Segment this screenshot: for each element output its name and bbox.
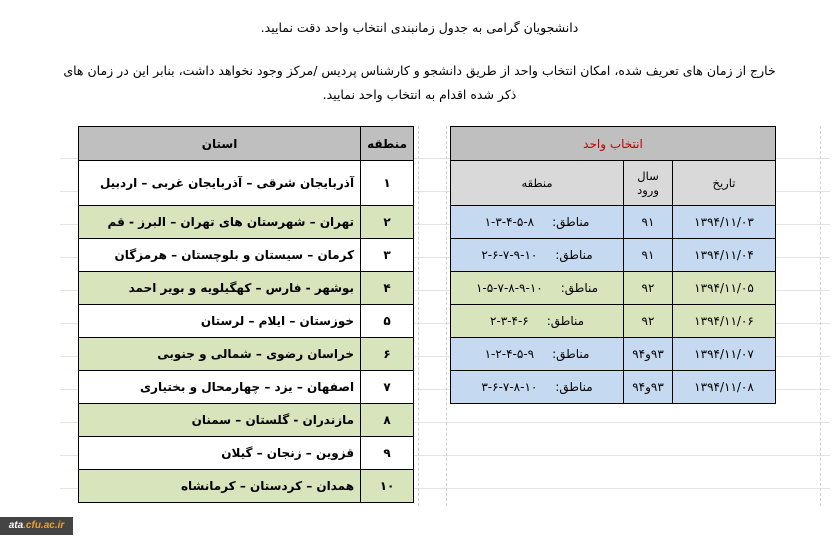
header-row: منطقه استان: [77, 126, 414, 161]
table-row: ۱ آذربایجان شرقی – آذربایجان غربی – اردبی…: [77, 160, 414, 206]
province-list: آذربایجان شرقی – آذربایجان غربی – اردبیل: [77, 160, 362, 206]
regions-cell: مناطق: ۱-۵-۷-۸-۹-۱۰: [450, 271, 624, 305]
province-list: اصفهان – یزد – چهارمحال و بختیاری: [77, 370, 362, 404]
regions-value: ۳-۶-۷-۸-۱۰: [481, 380, 538, 394]
regions-cell: مناطق: ۲-۶-۷-۹-۱۰: [450, 238, 624, 272]
table-row: ۶ خراسان رضوی – شمالی و جنوبی: [77, 337, 414, 371]
entry-year-cell: ۹۳و۹۴: [623, 370, 673, 404]
entry-year-cell: ۹۱: [623, 205, 673, 239]
gridline: [418, 126, 419, 506]
regions-label: مناطق:: [555, 248, 593, 262]
region-number: ۱۰: [360, 469, 414, 503]
header-entry-year-1: سال: [637, 169, 659, 183]
province-list: خراسان رضوی – شمالی و جنوبی: [77, 337, 362, 371]
regions-cell: مناطق: ۱-۳-۴-۵-۸: [450, 205, 624, 239]
regions-label: مناطق:: [546, 314, 585, 328]
intro-line-1: دانشجویان گرامی به جدول زمانبندی انتخاب …: [260, 20, 579, 35]
table-row: ۱۳۹۴/۱۱/۰۷ ۹۳و۹۴ مناطق: ۱-۲-۴-۵-۹: [450, 337, 776, 371]
schedule-title: انتخاب واحد: [450, 126, 776, 161]
table-row: ۷ اصفهان – یزد – چهارمحال و بختیاری: [77, 370, 414, 404]
gridline: [820, 126, 821, 506]
date-cell: ۱۳۹۴/۱۱/۰۶: [672, 304, 776, 338]
table-row: ۱۳۹۴/۱۱/۰۸ ۹۳و۹۴ مناطق: ۳-۶-۷-۸-۱۰: [450, 370, 776, 404]
region-number: ۶: [360, 337, 414, 371]
province-list: بوشهر - فارس – کهگیلویه و بویر احمد: [77, 271, 362, 305]
regions-label: مناطق:: [555, 380, 593, 394]
logo-domain: .cfu.ac.ir: [23, 520, 65, 531]
regions-table: منطقه استان ۱ آذربایجان شرقی – آذربایجان …: [77, 126, 414, 503]
regions-value: ۲-۳-۴-۶: [489, 314, 529, 328]
province-list: همدان – کردستان – کرمانشاه: [77, 469, 362, 503]
regions-label: مناطق:: [552, 347, 590, 361]
entry-year-cell: ۹۱: [623, 238, 673, 272]
date-cell: ۱۳۹۴/۱۱/۰۷: [672, 337, 776, 371]
region-number: ۱: [360, 160, 414, 206]
region-number: ۵: [360, 304, 414, 338]
region-number: ۳: [360, 238, 414, 272]
table-row: ۱۳۹۴/۱۱/۰۳ ۹۱ مناطق: ۱-۳-۴-۵-۸: [450, 205, 776, 239]
table-row: ۲ تهران – شهرستان های تهران – البرز - قم: [77, 205, 414, 239]
regions-value: ۱-۳-۴-۵-۸: [484, 215, 535, 229]
entry-year-cell: ۹۲: [623, 304, 673, 338]
province-list: مازندران - گلستان – سمنان: [77, 403, 362, 437]
table-row: ۱۳۹۴/۱۱/۰۶ ۹۲ مناطق: ۲-۳-۴-۶: [450, 304, 776, 338]
region-number: ۴: [360, 271, 414, 305]
entry-year-cell: ۹۳و۹۴: [623, 337, 673, 371]
intro-line-3: ذکر شده اقدام به انتخاب واحد نمایید.: [322, 87, 517, 102]
regions-cell: مناطق: ۳-۶-۷-۸-۱۰: [450, 370, 624, 404]
header-row: تاریخ سال ورود منطقه: [450, 160, 776, 206]
header-region: منطقه: [450, 160, 624, 206]
header-entry-year-2: ورود: [637, 183, 659, 197]
regions-value: ۱-۵-۷-۸-۹-۱۰: [475, 281, 543, 295]
regions-cell: مناطق: ۲-۳-۴-۶: [450, 304, 624, 338]
region-number: ۲: [360, 205, 414, 239]
province-list: تهران – شهرستان های تهران – البرز - قم: [77, 205, 362, 239]
date-cell: ۱۳۹۴/۱۱/۰۵: [672, 271, 776, 305]
table-row: ۱۰ همدان – کردستان – کرمانشاه: [77, 469, 414, 503]
region-number: ۹: [360, 436, 414, 470]
header-date: تاریخ: [672, 160, 776, 206]
region-number: ۸: [360, 403, 414, 437]
regions-value: ۲-۶-۷-۹-۱۰: [481, 248, 538, 262]
regions-label: مناطق:: [560, 281, 599, 295]
site-logo: ata.cfu.ac.ir: [0, 517, 73, 535]
table-row: ۴ بوشهر - فارس – کهگیلویه و بویر احمد: [77, 271, 414, 305]
regions-cell: مناطق: ۱-۲-۴-۵-۹: [450, 337, 624, 371]
table-row: ۵ خوزستان – ایلام – لرستان: [77, 304, 414, 338]
gridline: [446, 126, 447, 506]
table-row: ۸ مازندران - گلستان – سمنان: [77, 403, 414, 437]
table-row: ۹ قزوین – زنجان – گیلان: [77, 436, 414, 470]
date-cell: ۱۳۹۴/۱۱/۰۸: [672, 370, 776, 404]
table-row: ۱۳۹۴/۱۱/۰۴ ۹۱ مناطق: ۲-۶-۷-۹-۱۰: [450, 238, 776, 272]
regions-value: ۱-۲-۴-۵-۹: [484, 347, 535, 361]
intro-line-2: خارج از زمان های تعریف شده، امکان انتخاب…: [63, 63, 776, 78]
region-number: ۷: [360, 370, 414, 404]
entry-year-cell: ۹۲: [623, 271, 673, 305]
header-region: منطقه: [360, 126, 414, 161]
table-row: ۳ کرمان – سیستان و بلوچستان – هرمزگان: [77, 238, 414, 272]
logo-text: ata: [8, 520, 24, 531]
province-list: قزوین – زنجان – گیلان: [77, 436, 362, 470]
date-cell: ۱۳۹۴/۱۱/۰۴: [672, 238, 776, 272]
schedule-table: انتخاب واحد تاریخ سال ورود منطقه ۱۳۹۴/۱۱/…: [450, 126, 776, 404]
title-row: انتخاب واحد: [450, 126, 776, 161]
province-list: خوزستان – ایلام – لرستان: [77, 304, 362, 338]
header-province: استان: [77, 126, 362, 161]
regions-label: مناطق:: [552, 215, 590, 229]
province-list: کرمان – سیستان و بلوچستان – هرمزگان: [77, 238, 362, 272]
date-cell: ۱۳۹۴/۱۱/۰۳: [672, 205, 776, 239]
header-entry-year: سال ورود: [623, 160, 673, 206]
table-row: ۱۳۹۴/۱۱/۰۵ ۹۲ مناطق: ۱-۵-۷-۸-۹-۱۰: [450, 271, 776, 305]
